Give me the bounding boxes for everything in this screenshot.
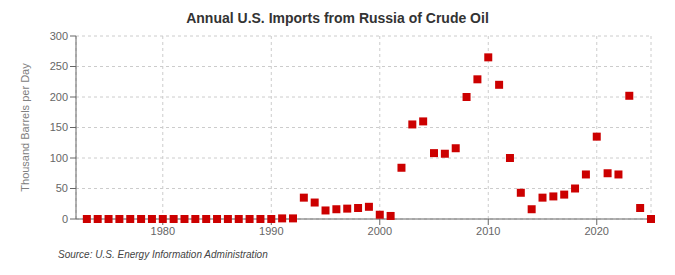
html-text:Annual U.S. Imports from Russi: Annual U.S. Imports from Russia of Crude… [186, 10, 489, 26]
svg-text:150: 150 [50, 121, 68, 133]
svg-text:1990: 1990 [259, 225, 283, 237]
svg-text:2010: 2010 [476, 225, 500, 237]
svg-text:300: 300 [50, 30, 68, 42]
svg-text:250: 250 [50, 60, 68, 72]
svg-text:0: 0 [62, 213, 68, 225]
svg-text:2000: 2000 [368, 225, 392, 237]
svg-text:100: 100 [50, 152, 68, 164]
svg-text:1980: 1980 [151, 225, 175, 237]
svg-text:200: 200 [50, 91, 68, 103]
svg-text:2020: 2020 [585, 225, 609, 237]
svg-text:50: 50 [56, 182, 68, 194]
svg-text:Thousand Barrels per Day: Thousand Barrels per Day [19, 63, 31, 192]
html-text:Source: U.S. Energy Informatio: Source: U.S. Energy Information Administ… [58, 249, 268, 260]
